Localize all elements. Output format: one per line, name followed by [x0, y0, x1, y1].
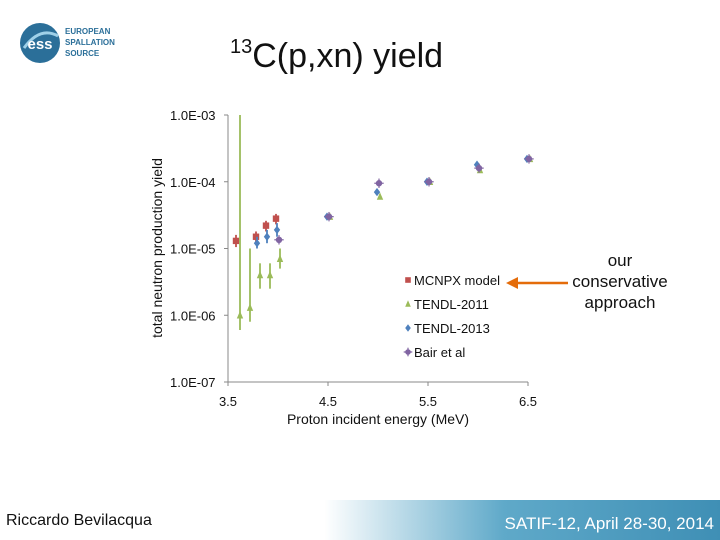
conference-label: SATIF-12, April 28-30, 2014 [504, 514, 714, 533]
ess-logo-line1: EUROPEAN [65, 27, 111, 36]
data-point [274, 235, 284, 245]
author-name: Riccardo Bevilacqua [6, 512, 152, 529]
slide-title: 13C(p,xn) yield [230, 36, 443, 76]
x-tick-label: 4.5 [319, 394, 337, 409]
ess-logo-swoosh [22, 31, 59, 49]
x-tick-label: 6.5 [519, 394, 537, 409]
data-point [273, 225, 281, 235]
ess-logo: ess EUROPEAN SPALLATION SOURCE [20, 23, 115, 63]
data-point [276, 254, 284, 263]
ess-logo-line3: SOURCE [65, 49, 100, 58]
data-point [246, 303, 254, 311]
y-tick-label: 1.0E-05 [170, 242, 216, 257]
y-tick-label: 1.0E-07 [170, 375, 216, 390]
data-point [374, 178, 384, 188]
data-point [373, 187, 381, 197]
ess-logo-mark: ess [27, 36, 52, 53]
data-point [262, 222, 270, 229]
data-point [256, 270, 264, 279]
x-tick-label: 5.5 [419, 394, 437, 409]
data-point [324, 211, 334, 222]
legend-marker [405, 300, 411, 307]
data-point [424, 177, 434, 187]
data-point [253, 239, 261, 248]
y-tick-label: 1.0E-04 [170, 175, 216, 190]
data-point [524, 154, 534, 164]
data-point [474, 163, 484, 173]
annotation-text: our conservative approach [560, 250, 680, 313]
legend-marker [405, 277, 411, 283]
footer-bar [0, 500, 720, 540]
x-tick-label: 3.5 [219, 394, 237, 409]
annotation-line1: our [607, 251, 633, 270]
legend-label: TENDL-2013 [414, 321, 490, 336]
annotation-line3: approach [584, 293, 656, 312]
data-point [272, 215, 280, 222]
data-point [236, 311, 244, 319]
title-superscript: 13 [230, 36, 253, 58]
legend-label: Bair et al [414, 345, 465, 360]
title-main: C(p,xn) yield [252, 37, 444, 75]
data-point [232, 237, 240, 245]
y-tick-label: 1.0E-03 [170, 108, 216, 123]
data-point [266, 270, 274, 279]
legend-marker [405, 324, 411, 332]
annotation-line2: conservative [572, 272, 668, 291]
data-point [252, 233, 260, 240]
y-axis-label: total neutron production yield [149, 158, 165, 338]
annotation-arrow-head [506, 277, 518, 289]
legend-marker [403, 347, 413, 357]
x-axis-label: Proton incident energy (MeV) [287, 411, 469, 427]
legend-label: TENDL-2011 [414, 297, 489, 312]
legend-label: MCNPX model [414, 273, 500, 288]
data-point [376, 192, 384, 200]
y-tick-label: 1.0E-06 [170, 308, 216, 323]
data-point [263, 232, 271, 241]
ess-logo-line2: SPALLATION [65, 38, 115, 47]
